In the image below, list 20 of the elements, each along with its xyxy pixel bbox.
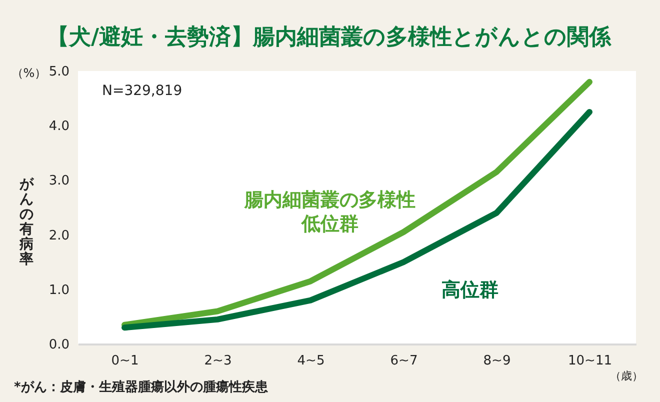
y-tick-label: 3.0 (48, 174, 70, 189)
x-tick-label: 10~11 (568, 354, 612, 368)
x-tick-label: 2~3 (204, 354, 232, 368)
text: （%） (11, 66, 47, 80)
x-axis-title: （歳） (610, 370, 643, 382)
y-tick-label: 5.0 (48, 64, 70, 80)
series-label: 腸内細菌叢の多様性低位群 (244, 189, 416, 235)
y-tick-label: 4.0 (48, 119, 70, 134)
x-tick-label: 4~5 (297, 354, 325, 368)
y-tick-label: 1.0 (48, 282, 70, 298)
series-label: 高位群 (442, 279, 498, 301)
chart-title: 【犬/避妊・去勢済】腸内細菌叢の多様性とがんとの関係 (46, 24, 612, 50)
annotation: N=329,819 (102, 83, 182, 99)
x-tick-label: 0~1 (111, 354, 139, 368)
y-tick-label: 0.0 (48, 338, 70, 352)
y-tick-label: 2.0 (48, 228, 70, 244)
y-axis-title: がんの有病率 (18, 176, 34, 268)
x-tick-label: 8~9 (483, 354, 511, 368)
text: *がん：皮膚・生殖器腫瘍以外の腫瘍性疾患 (14, 379, 269, 395)
x-tick-label: 6~7 (390, 354, 418, 368)
